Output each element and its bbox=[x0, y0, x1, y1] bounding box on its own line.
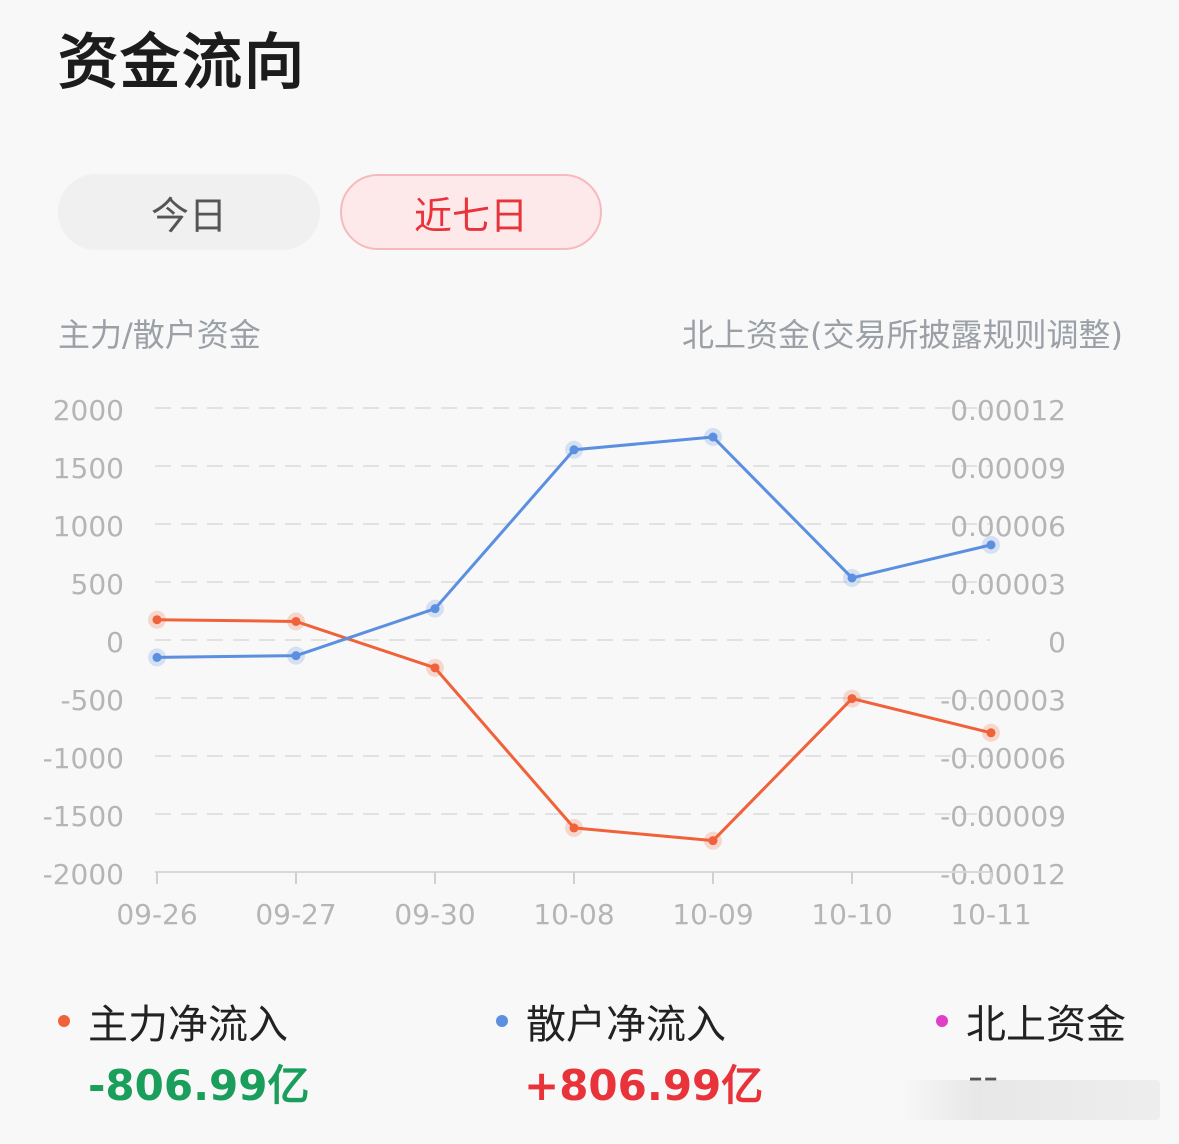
x-tick-label: 09-27 bbox=[255, 898, 336, 931]
data-point bbox=[847, 694, 857, 704]
legend-item-north: 北上资金 bbox=[936, 992, 1126, 1050]
data-point bbox=[569, 823, 579, 833]
y-tick-label: 1500 bbox=[53, 452, 124, 485]
y-tick-label: 0 bbox=[106, 626, 124, 659]
data-point bbox=[430, 604, 440, 614]
data-point bbox=[708, 836, 718, 846]
y2-tick-label: 0 bbox=[1048, 626, 1066, 659]
x-tick-label: 10-08 bbox=[533, 898, 614, 931]
y2-tick-label: -0.00009 bbox=[940, 800, 1066, 833]
fund-flow-line-chart: 2000 1500 1000 500 0 -500 -1000 -1500 -2000 0.00… bbox=[43, 394, 1066, 931]
x-tick-label: 09-26 bbox=[116, 898, 197, 931]
series-lines bbox=[148, 428, 1000, 850]
y-tick-label: -2000 bbox=[43, 858, 124, 891]
y2-tick-label: 0.00006 bbox=[950, 510, 1066, 543]
x-tick-label: 10-09 bbox=[672, 898, 753, 931]
y2-tick-label: -0.00006 bbox=[940, 742, 1066, 775]
chart-grid bbox=[155, 407, 990, 815]
data-point bbox=[152, 615, 162, 625]
data-point bbox=[708, 432, 718, 442]
x-tick-label: 09-30 bbox=[394, 898, 475, 931]
x-axis: 09-26 09-27 09-30 10-08 10-09 10-10 10-11 bbox=[116, 871, 1032, 931]
series-line-retail bbox=[156, 435, 992, 659]
y2-tick-label: -0.00003 bbox=[940, 684, 1066, 717]
data-point bbox=[152, 652, 162, 662]
y-tick-label: 2000 bbox=[53, 394, 124, 427]
data-point bbox=[291, 651, 301, 661]
data-point bbox=[430, 663, 440, 673]
y2-tick-label: 0.00012 bbox=[950, 394, 1066, 427]
y-tick-label: -1000 bbox=[43, 742, 124, 775]
legend-dot-north bbox=[936, 1015, 948, 1027]
series-line-main bbox=[156, 618, 992, 843]
x-tick-label: 10-11 bbox=[950, 898, 1031, 931]
y-tick-label: -1500 bbox=[43, 800, 124, 833]
legend-dot-retail bbox=[496, 1015, 508, 1027]
left-axis-header: 主力/散户资金 bbox=[58, 316, 261, 354]
legend-label-main: 主力净流入 bbox=[88, 1002, 288, 1048]
legend-item-main: 主力净流入 bbox=[58, 992, 288, 1050]
y-axis-labels: 2000 1500 1000 500 0 -500 -1000 -1500 -2000 bbox=[43, 394, 124, 891]
y2-tick-label: 0.00003 bbox=[950, 568, 1066, 601]
page-title: 资金流向 bbox=[58, 28, 306, 98]
data-point bbox=[569, 445, 579, 455]
legend-label-retail: 散户净流入 bbox=[526, 1002, 726, 1048]
data-point bbox=[986, 540, 996, 550]
tab-today[interactable]: 今日 bbox=[58, 174, 320, 250]
y2-axis-labels: 0.00012 0.00009 0.00006 0.00003 0 -0.00003 -0.… bbox=[940, 394, 1066, 891]
y-tick-label: -500 bbox=[60, 684, 124, 717]
right-axis-header: 北上资金(交易所披露规则调整) bbox=[682, 316, 1123, 354]
data-point bbox=[847, 573, 857, 583]
x-tick-label: 10-10 bbox=[811, 898, 892, 931]
y2-tick-label: 0.00009 bbox=[950, 452, 1066, 485]
y-tick-label: 500 bbox=[71, 568, 124, 601]
y-tick-label: 1000 bbox=[53, 510, 124, 543]
legend-dot-main bbox=[58, 1015, 70, 1027]
retail-net-inflow-value: +806.99亿 bbox=[524, 1061, 764, 1110]
data-point bbox=[986, 728, 996, 738]
main-net-inflow-value: -806.99亿 bbox=[88, 1061, 310, 1110]
data-point bbox=[291, 616, 301, 626]
watermark bbox=[900, 1080, 1160, 1120]
y2-tick-label: -0.00012 bbox=[940, 858, 1066, 891]
tab-last-seven-days[interactable]: 近七日 bbox=[340, 174, 602, 250]
legend-label-north: 北上资金 bbox=[966, 1002, 1126, 1048]
legend-item-retail: 散户净流入 bbox=[496, 992, 726, 1050]
